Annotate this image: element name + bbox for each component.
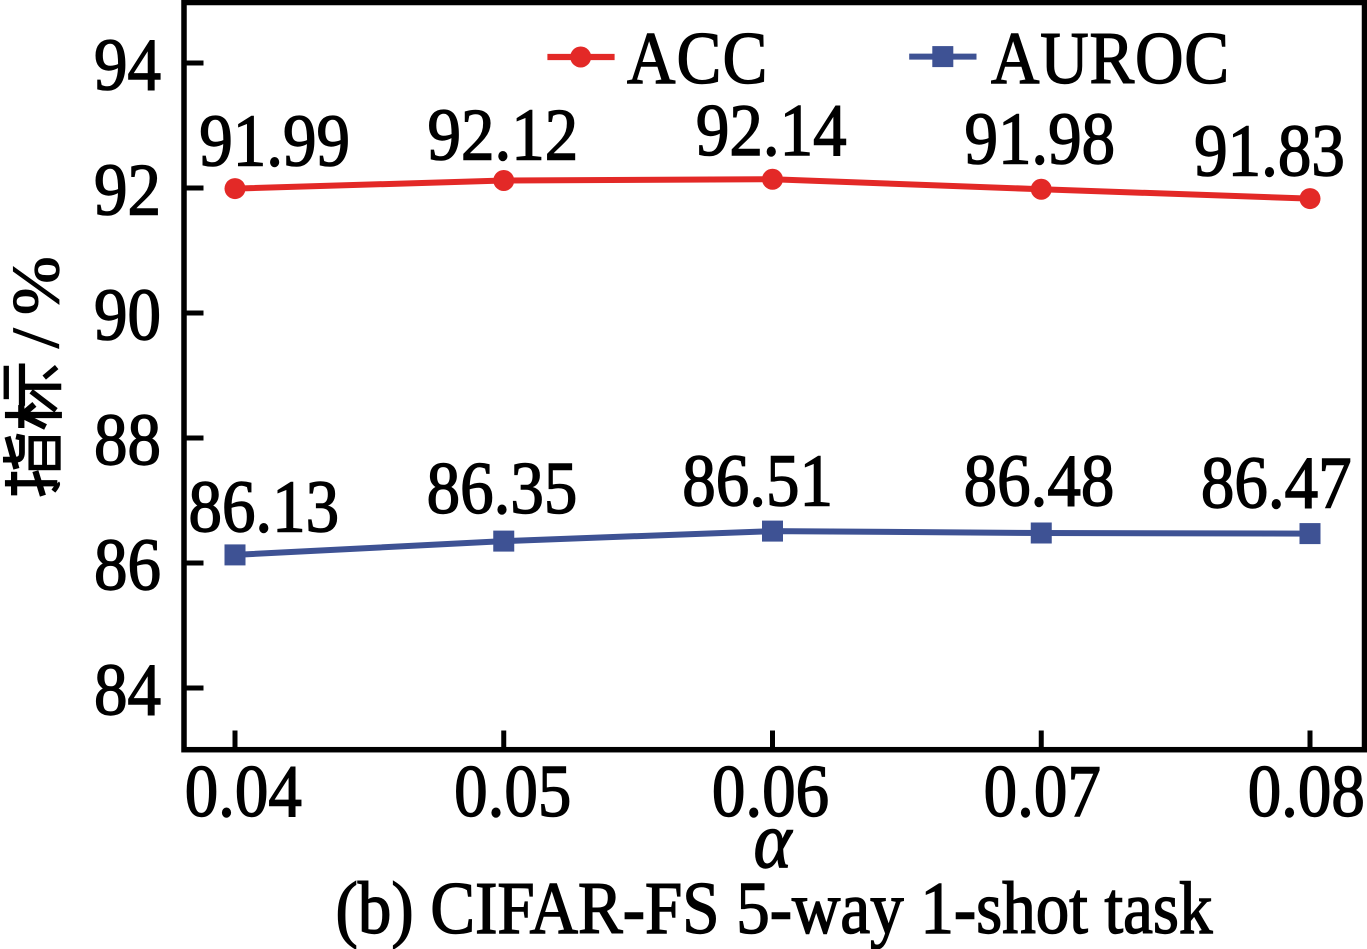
svg-text:86: 86 <box>94 525 161 607</box>
svg-text:92.12: 92.12 <box>428 95 579 177</box>
svg-text:84: 84 <box>94 650 161 732</box>
svg-text:86.48: 86.48 <box>964 441 1115 523</box>
svg-text:AUROC: AUROC <box>991 18 1230 100</box>
svg-text:/: / <box>0 328 73 348</box>
svg-text:0.08: 0.08 <box>1248 751 1365 833</box>
svg-text:0.06: 0.06 <box>712 751 829 833</box>
svg-text:0.04: 0.04 <box>185 751 302 833</box>
svg-text:92.14: 92.14 <box>696 90 847 172</box>
svg-text:91.99: 91.99 <box>199 100 350 182</box>
svg-text:94: 94 <box>94 25 161 107</box>
svg-text:86.35: 86.35 <box>427 448 578 530</box>
svg-text:α: α <box>754 798 793 885</box>
svg-text:86.51: 86.51 <box>682 441 833 523</box>
svg-text:92: 92 <box>94 150 161 232</box>
svg-text:91.83: 91.83 <box>1194 110 1345 192</box>
svg-text:88: 88 <box>94 400 161 482</box>
svg-text:86.13: 86.13 <box>188 466 339 548</box>
svg-text:90: 90 <box>94 275 161 357</box>
svg-text:91.98: 91.98 <box>964 99 1115 181</box>
svg-text:ACC: ACC <box>627 18 769 100</box>
svg-text:%: % <box>0 256 73 315</box>
svg-text:(b) CIFAR-FS 5-way 1-shot task: (b) CIFAR-FS 5-way 1-shot task <box>336 868 1214 949</box>
svg-text:0.05: 0.05 <box>454 751 571 833</box>
svg-text:0.07: 0.07 <box>984 751 1101 833</box>
svg-text:86.47: 86.47 <box>1201 443 1352 525</box>
